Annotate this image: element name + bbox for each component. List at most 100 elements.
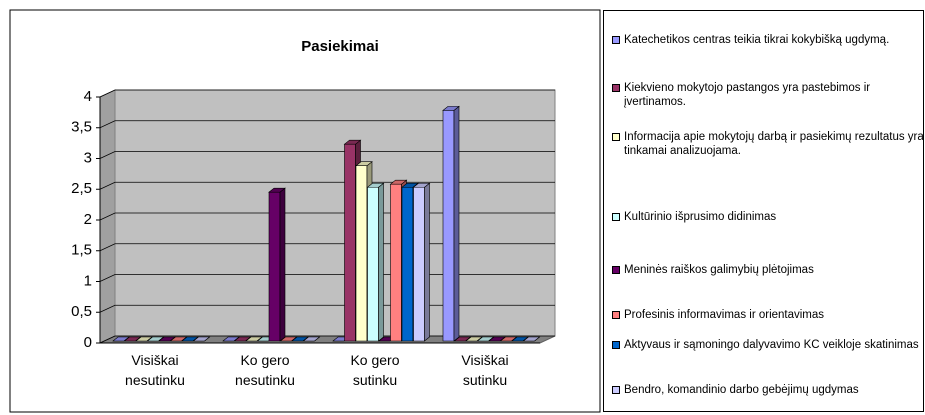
bar-top — [522, 336, 541, 342]
legend-item: Kultūrinio išprusimo didinimas — [612, 210, 923, 224]
bar-top — [158, 336, 176, 342]
legend-swatch — [612, 133, 620, 141]
bar-top — [146, 336, 165, 342]
legend-swatch — [612, 213, 620, 221]
bar-side — [378, 182, 384, 342]
bar — [511, 336, 529, 342]
bar-top — [222, 336, 240, 342]
bar — [245, 336, 263, 342]
legend-swatch — [612, 84, 620, 92]
bar-top — [389, 179, 408, 185]
bar-top — [488, 336, 506, 342]
y-tick-label: 2 — [84, 211, 92, 228]
bar-top — [135, 336, 153, 342]
legend-swatch — [612, 36, 620, 44]
y-tick-label: 2,5 — [71, 180, 92, 197]
legend-item: Bendro, komandinio darbo gebėjimų ugdyma… — [612, 383, 923, 397]
bar — [412, 182, 431, 342]
legend-label: Informacija apie mokytojų darbą ir pasie… — [624, 131, 924, 157]
bar-top — [401, 182, 419, 188]
bar — [291, 336, 309, 342]
bar-top — [123, 336, 142, 342]
bar — [499, 336, 518, 342]
bar-top — [499, 336, 518, 342]
bar-front — [268, 191, 281, 342]
y-tick-label: 1 — [84, 272, 92, 289]
chart-title: Pasiekimai — [301, 38, 379, 55]
y-tick-label: 3 — [84, 149, 92, 166]
legend-swatch — [612, 266, 620, 274]
bar — [112, 336, 130, 342]
bar-front — [367, 186, 379, 342]
bar-top — [112, 336, 130, 342]
legend-label: Bendro, komandinio darbo gebėjimų ugdyma… — [624, 384, 859, 396]
x-tick-label: Visiškai sutinku — [461, 352, 509, 388]
legend-swatch — [612, 341, 620, 349]
bar — [279, 336, 298, 342]
bar-top — [291, 336, 309, 342]
grid-line — [99, 151, 555, 159]
bar — [233, 336, 252, 342]
bar-top — [169, 336, 188, 342]
bar — [169, 336, 188, 342]
bar — [366, 182, 385, 342]
bar-front — [390, 183, 402, 342]
bar — [453, 336, 472, 342]
bar-front — [401, 186, 414, 342]
bar-top — [343, 139, 362, 145]
bar-top — [511, 336, 529, 342]
bar — [442, 105, 460, 342]
grid-line — [99, 120, 555, 129]
bar-front — [344, 143, 356, 342]
bar-top — [192, 336, 211, 342]
bar — [222, 336, 240, 342]
y-tick-label: 4 — [84, 88, 92, 105]
bar-side — [424, 182, 430, 342]
legend-item: Kiekvieno mokytojo pastangos yra pastebi… — [612, 81, 923, 109]
legend-item: Informacija apie mokytojų darbą ir pasie… — [612, 130, 924, 158]
bar-front — [442, 110, 455, 342]
bar-front — [355, 165, 368, 342]
bar-top — [412, 182, 431, 188]
bar-top — [442, 106, 460, 111]
x-tick-label: Ko gero sutinku — [350, 352, 400, 388]
legend-label: Kiekvieno mokytojo pastangos yra pastebi… — [624, 82, 871, 108]
grid-line — [99, 89, 555, 98]
legend-item: Profesinis informavimas ir orientavimas — [612, 308, 923, 322]
grid-line — [99, 181, 555, 190]
bar-top — [476, 336, 495, 342]
bar-top — [355, 161, 373, 167]
bar-top — [279, 336, 298, 342]
legend-label: Kultūrinio išprusimo didinimas — [624, 211, 777, 223]
bar-top — [245, 336, 263, 342]
bar — [146, 336, 165, 342]
bar-side — [453, 105, 460, 342]
bar — [302, 336, 321, 342]
x-tick-label: Ko gero nesutinku — [235, 352, 295, 388]
legend-label: Profesinis informavimas ir orientavimas — [624, 309, 825, 321]
x-tick-label: Visiškai nesutinku — [125, 352, 185, 388]
legend-swatch — [612, 386, 620, 394]
legend: Katechetikos centras teikia tikrai kokyb… — [603, 10, 924, 412]
legend-label: Katechetikos centras teikia tikrai kokyb… — [624, 34, 890, 46]
bar — [192, 336, 211, 342]
bar-top — [302, 336, 321, 342]
bar — [488, 336, 506, 342]
bar-top — [465, 336, 483, 342]
bar-top — [233, 336, 252, 342]
bar — [465, 336, 483, 342]
y-tick-label: 1,5 — [71, 242, 92, 259]
legend-item: Katechetikos centras teikia tikrai kokyb… — [612, 33, 923, 47]
bar-front — [413, 186, 425, 342]
bar-side — [279, 187, 286, 342]
legend-swatch — [612, 311, 620, 319]
legend-label: Aktyvaus ir sąmoningo dalyvavimo KC veik… — [624, 339, 919, 351]
y-tick-label: 0,5 — [71, 303, 92, 320]
bar-top — [453, 336, 472, 342]
bar-top — [181, 336, 199, 342]
bar-top — [366, 182, 385, 188]
bar — [123, 336, 142, 342]
bar — [268, 187, 286, 342]
